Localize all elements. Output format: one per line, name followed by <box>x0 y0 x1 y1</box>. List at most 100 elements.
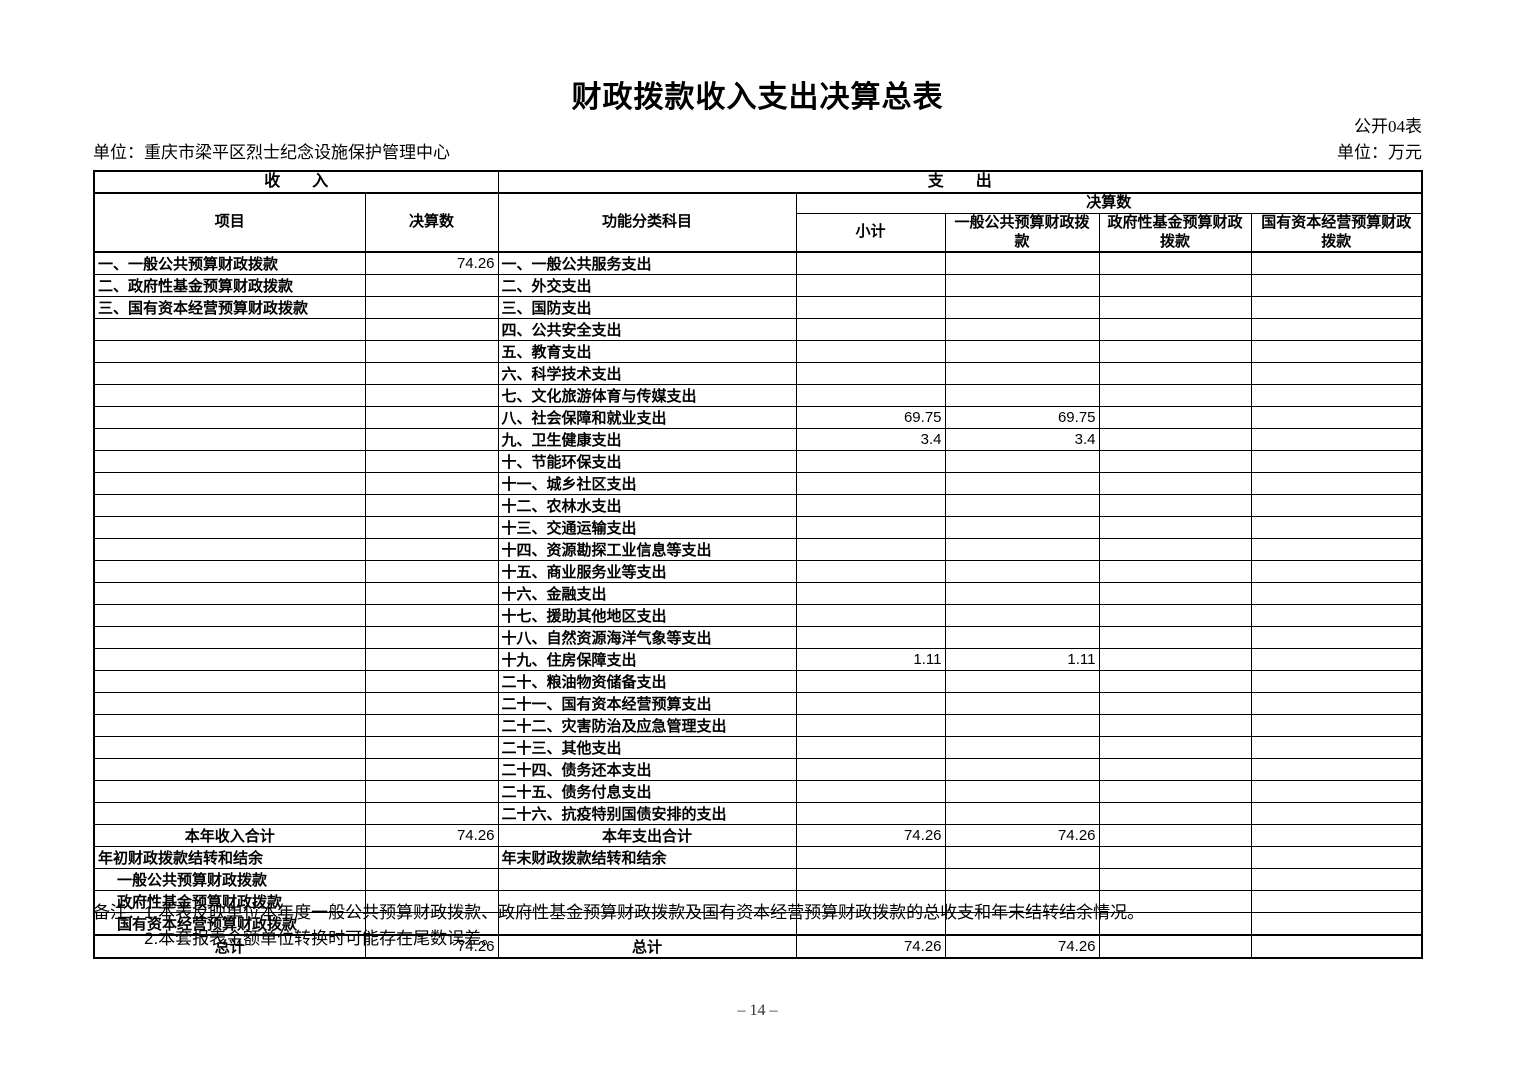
income-item-cell <box>93 758 366 782</box>
income-item-cell: 三、国有资本经营预算财政拨款 <box>93 296 366 320</box>
income-value-cell <box>364 318 499 342</box>
expense-statecap-cell <box>1250 384 1423 408</box>
table-row: 十三、交通运输支出 <box>93 516 1423 540</box>
header-row-mid: 项目 决算数 功能分类科目 决算数 <box>93 192 1423 253</box>
expense-general-cell <box>944 494 1100 518</box>
income-value-cell <box>364 890 499 914</box>
expense-govfund-cell <box>1098 362 1252 386</box>
expense-govfund-cell <box>1098 251 1252 276</box>
expense-item-cell <box>497 868 797 892</box>
notes: 备注： 1.本表反映单位本年度一般公共预算财政拨款、政府性基金预算财政拨款及国有… <box>93 900 1423 952</box>
expense-subtotal-cell: 74.26 <box>795 934 946 959</box>
expense-general-cell <box>944 846 1100 870</box>
expense-general-cell: 69.75 <box>944 406 1100 430</box>
income-item-cell <box>93 714 366 738</box>
table-row: 年初财政拨款结转和结余 年末财政拨款结转和结余 <box>93 846 1423 870</box>
table-header: 收 入 支 出 项目 决算数 功能分类科目 决算数 小计 一般公共预算财政拨款 … <box>93 170 1423 253</box>
expense-general-cell <box>944 251 1100 276</box>
income-value-cell <box>364 472 499 496</box>
expense-subtotal-cell <box>795 692 946 716</box>
expense-subtotal-cell <box>795 868 946 892</box>
expense-govfund-cell <box>1098 406 1252 430</box>
income-item-cell <box>93 472 366 496</box>
header-general-budget: 一般公共预算财政拨款 <box>944 212 1100 253</box>
fiscal-appropriation-table: 收 入 支 出 项目 决算数 功能分类科目 决算数 小计 一般公共预算财政拨款 … <box>93 170 1424 960</box>
expense-subtotal-cell <box>795 846 946 870</box>
expense-subtotal-cell <box>795 340 946 364</box>
expense-statecap-cell <box>1250 934 1423 959</box>
income-item-cell <box>93 450 366 474</box>
expense-subtotal-cell <box>795 516 946 540</box>
expense-item-cell: 十一、城乡社区支出 <box>497 472 797 496</box>
table-row: 十、节能环保支出 <box>93 450 1423 474</box>
expense-general-cell <box>944 538 1100 562</box>
expense-item-cell: 二十三、其他支出 <box>497 736 797 760</box>
income-item-cell <box>93 780 366 804</box>
expense-subtotal-cell <box>795 318 946 342</box>
income-value-cell <box>364 846 499 870</box>
income-item-cell: 本年收入合计 <box>93 824 366 848</box>
income-item-cell: 国有资本经营预算财政拨款 <box>93 912 366 936</box>
expense-item-cell: 十七、援助其他地区支出 <box>497 604 797 628</box>
expense-govfund-cell <box>1098 428 1252 452</box>
expense-govfund-cell <box>1098 846 1252 870</box>
expense-general-cell <box>944 296 1100 320</box>
income-item-cell <box>93 538 366 562</box>
expense-item-cell: 年末财政拨款结转和结余 <box>497 846 797 870</box>
expense-statecap-cell <box>1250 648 1423 672</box>
expense-general-cell <box>944 362 1100 386</box>
income-item-cell <box>93 362 366 386</box>
expense-subtotal-cell <box>795 384 946 408</box>
header-func-category: 功能分类科目 <box>497 192 797 253</box>
expense-general-cell <box>944 604 1100 628</box>
expense-govfund-cell <box>1098 934 1252 959</box>
page-title: 财政拨款收入支出决算总表 <box>571 81 944 114</box>
header-item: 项目 <box>93 192 366 253</box>
expense-item-cell: 二十二、灾害防治及应急管理支出 <box>497 714 797 738</box>
expense-govfund-cell <box>1098 648 1252 672</box>
expense-subtotal-cell <box>795 714 946 738</box>
expense-subtotal-cell: 69.75 <box>795 406 946 430</box>
expense-item-cell: 六、科学技术支出 <box>497 362 797 386</box>
income-item-cell <box>93 384 366 408</box>
header-gov-fund: 政府性基金预算财政拨款 <box>1098 212 1252 253</box>
expense-govfund-cell <box>1098 736 1252 760</box>
table-row: 三、国有资本经营预算财政拨款 三、国防支出 <box>93 296 1423 320</box>
income-value-cell <box>364 626 499 650</box>
expense-item-cell: 二十六、抗疫特别国债安排的支出 <box>497 802 797 826</box>
expense-statecap-cell <box>1250 516 1423 540</box>
expense-statecap-cell <box>1250 868 1423 892</box>
expense-item-cell: 十三、交通运输支出 <box>497 516 797 540</box>
expense-govfund-cell <box>1098 538 1252 562</box>
expense-general-cell <box>944 340 1100 364</box>
income-item-cell: 政府性基金预算财政拨款 <box>93 890 366 914</box>
income-item-cell: 年初财政拨款结转和结余 <box>93 846 366 870</box>
expense-govfund-cell <box>1098 626 1252 650</box>
header-state-capital: 国有资本经营预算财政拨款 <box>1250 212 1423 253</box>
header-final-amount-group: 决算数 <box>795 192 1423 214</box>
expense-statecap-cell <box>1250 362 1423 386</box>
expense-govfund-cell <box>1098 318 1252 342</box>
expense-statecap-cell <box>1250 780 1423 804</box>
expense-statecap-cell <box>1250 274 1423 298</box>
expense-govfund-cell <box>1098 494 1252 518</box>
table-row: 四、公共安全支出 <box>93 318 1423 342</box>
income-item-cell: 二、政府性基金预算财政拨款 <box>93 274 366 298</box>
income-item-cell <box>93 318 366 342</box>
expense-statecap-cell <box>1250 824 1423 848</box>
table-row: 十一、城乡社区支出 <box>93 472 1423 496</box>
income-item-cell <box>93 626 366 650</box>
expense-statecap-cell <box>1250 251 1423 276</box>
expense-subtotal-cell <box>795 670 946 694</box>
income-item-cell <box>93 428 366 452</box>
expense-item-cell: 本年支出合计 <box>497 824 797 848</box>
income-value-cell <box>364 384 499 408</box>
money-unit-label: 单位：万元 <box>1337 143 1422 162</box>
income-item-cell: 一般公共预算财政拨款 <box>93 868 366 892</box>
expense-item-cell: 二十一、国有资本经营预算支出 <box>497 692 797 716</box>
expense-item-cell: 二、外交支出 <box>497 274 797 298</box>
income-item-cell <box>93 516 366 540</box>
income-value-cell <box>364 516 499 540</box>
income-value-cell: 74.26 <box>364 934 499 959</box>
income-value-cell <box>364 494 499 518</box>
